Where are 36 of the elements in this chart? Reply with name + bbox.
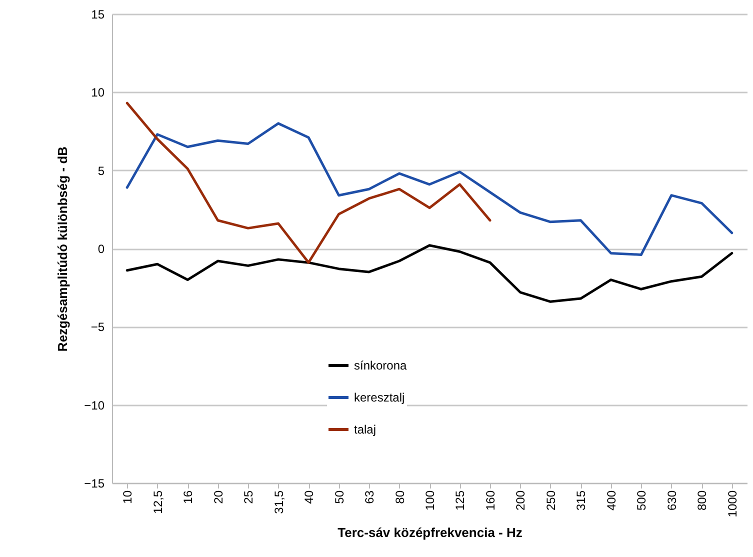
x-tick-label: 160 xyxy=(483,490,498,511)
line-series xyxy=(126,244,734,303)
legend-label: sínkorona xyxy=(354,358,408,372)
x-tick-label: 100 xyxy=(423,490,437,511)
x-tick-label: 125 xyxy=(453,490,468,511)
x-tick-label: 40 xyxy=(302,490,316,504)
legend-label: talaj xyxy=(354,422,376,436)
x-tick-label: 630 xyxy=(664,490,679,511)
x-tick-label: 315 xyxy=(574,490,588,511)
x-tick-label: 20 xyxy=(211,490,226,504)
line-series xyxy=(126,122,734,256)
x-tick-label: 16 xyxy=(181,490,196,504)
x-tick-label: 10 xyxy=(120,490,135,504)
y-axis-title: Rezgésamplitúdó különbség - dB xyxy=(55,146,70,352)
y-tick-label: −10 xyxy=(84,398,105,412)
x-tick-label: 50 xyxy=(332,490,346,504)
y-tick-label: 10 xyxy=(91,86,105,100)
x-tick-label: 400 xyxy=(604,490,618,511)
y-tick-label: −15 xyxy=(84,476,105,490)
y-tick-label: 15 xyxy=(91,8,105,22)
x-tick-label: 12,5 xyxy=(150,490,165,514)
legend-label: keresztalj xyxy=(354,390,405,404)
x-tick-label: 63 xyxy=(362,490,377,504)
x-tick-label: 80 xyxy=(392,490,407,504)
x-axis-title: Terc-sáv középfrekvencia - Hz xyxy=(338,525,523,540)
line-series xyxy=(126,102,492,264)
y-tick-label: 5 xyxy=(98,164,105,178)
x-tick-label: 500 xyxy=(634,490,649,511)
y-tick-label: −5 xyxy=(90,320,105,334)
x-tick-label: 1000 xyxy=(725,490,740,518)
x-tick-label: 250 xyxy=(544,490,558,511)
x-tick-label: 31,5 xyxy=(272,490,286,514)
y-tick-label: 0 xyxy=(98,242,105,256)
x-tick-label: 800 xyxy=(695,490,710,511)
x-tick-label: 200 xyxy=(514,490,528,511)
x-tick-label: 25 xyxy=(242,490,256,504)
